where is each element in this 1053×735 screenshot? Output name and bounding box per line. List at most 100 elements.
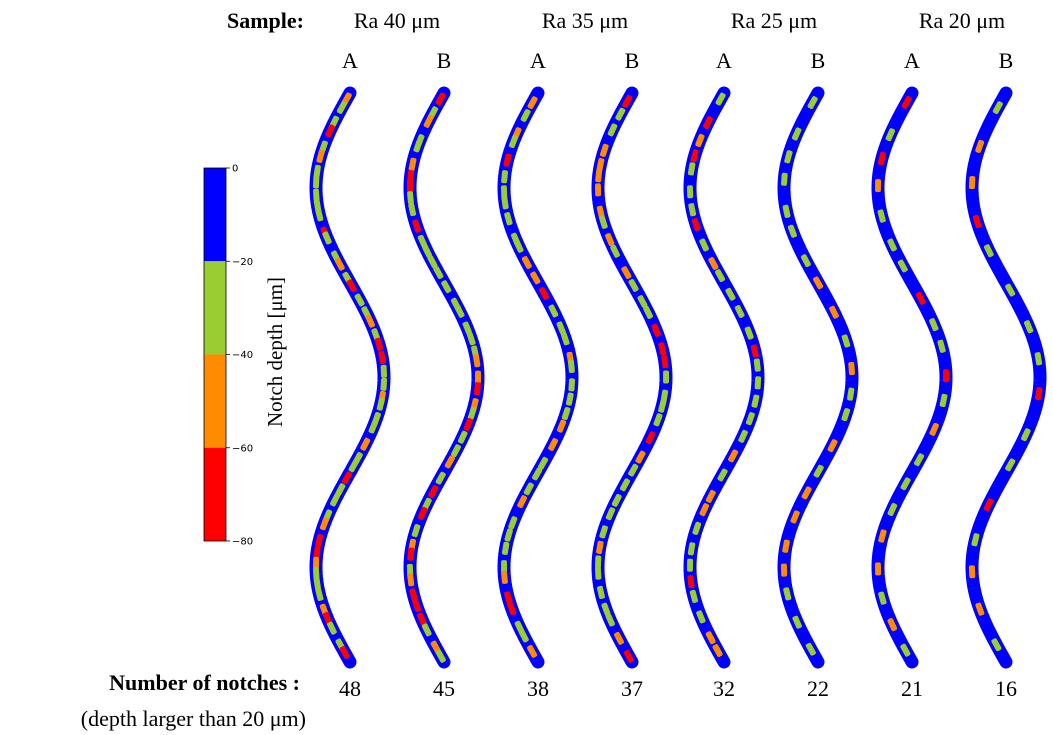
- notch-marker: [1035, 387, 1043, 401]
- notch-marker: [463, 417, 473, 432]
- notch-marker: [790, 510, 800, 524]
- specimen-label-6: A: [904, 48, 920, 73]
- notch-marker: [548, 304, 559, 318]
- notch-marker: [568, 378, 576, 392]
- notch-marker: [427, 255, 438, 269]
- notch-marker: [781, 172, 788, 186]
- colorbar-tick-4: −80: [232, 537, 253, 548]
- notch-marker: [621, 266, 632, 280]
- trace-path: [683, 86, 765, 669]
- specimen-trace-4: [683, 86, 765, 669]
- notch-marker: [688, 203, 697, 217]
- notch-marker: [319, 517, 329, 531]
- notch-count-1: 45: [433, 676, 455, 701]
- notch-marker: [601, 602, 611, 616]
- notch-marker: [717, 468, 728, 482]
- notch-marker: [374, 337, 384, 351]
- notch-marker: [433, 266, 444, 280]
- group-label-2: Ra 25 μm: [731, 8, 817, 33]
- notch-marker: [975, 139, 985, 153]
- notch-marker: [599, 215, 608, 229]
- trace-path: [497, 86, 579, 669]
- notch-marker: [417, 506, 428, 520]
- notch-count-7: 16: [995, 676, 1017, 701]
- notch-marker: [780, 563, 788, 577]
- notch-marker: [725, 287, 736, 301]
- notch-marker: [539, 287, 550, 300]
- notch-marker: [728, 449, 739, 463]
- colorbar-bin-1: [204, 261, 226, 355]
- notch-count-label: Number of notches :: [109, 670, 300, 695]
- notch-marker: [782, 539, 790, 553]
- notch-marker: [334, 257, 345, 271]
- notch-marker: [841, 334, 851, 348]
- specimen-label-7: B: [999, 48, 1014, 73]
- notch-marker: [992, 101, 1003, 115]
- notch-marker: [805, 642, 816, 656]
- colorbar-label: Notch depth [μm]: [263, 277, 287, 427]
- notch-marker: [376, 397, 385, 411]
- notch-marker: [703, 116, 713, 130]
- specimen-label-1: B: [437, 48, 452, 73]
- notch-marker: [605, 613, 615, 627]
- notch-marker: [744, 326, 754, 340]
- notch-marker: [527, 644, 538, 658]
- notch-marker: [501, 196, 509, 210]
- notch-marker: [354, 293, 365, 307]
- notch-marker: [645, 431, 656, 445]
- notch-marker: [435, 649, 446, 663]
- notch-marker: [878, 591, 887, 605]
- notch-marker: [968, 176, 976, 190]
- notch-marker: [462, 321, 472, 335]
- notch-marker: [628, 463, 639, 477]
- notch-marker: [417, 234, 428, 248]
- notch-marker: [885, 128, 896, 142]
- notch-marker: [312, 175, 320, 189]
- notch-marker: [1005, 458, 1016, 472]
- notch-marker: [594, 566, 602, 580]
- notch-marker: [599, 143, 609, 157]
- notch-marker: [937, 339, 946, 353]
- notch-marker: [699, 238, 709, 252]
- notch-marker: [942, 369, 950, 383]
- notch-marker: [556, 321, 566, 335]
- notch-marker: [687, 162, 696, 176]
- trace-path: [591, 86, 673, 669]
- notch-marker: [791, 127, 802, 141]
- notch-marker: [813, 276, 824, 290]
- notch-marker: [339, 646, 350, 659]
- notch-marker: [412, 219, 421, 233]
- notch-marker: [658, 342, 667, 356]
- notch-marker: [501, 570, 508, 584]
- notch-marker: [714, 269, 726, 282]
- specimen-label-2: A: [530, 48, 546, 73]
- notch-marker: [687, 542, 696, 556]
- notch-marker: [686, 185, 694, 199]
- notch-marker: [807, 96, 818, 109]
- notch-marker: [411, 524, 421, 538]
- specimen-traces: [309, 86, 1047, 669]
- notch-marker: [467, 406, 477, 421]
- notch-marker: [827, 439, 838, 453]
- specimen-trace-7: [965, 86, 1047, 669]
- notch-marker: [407, 547, 415, 561]
- notch-marker: [887, 238, 897, 252]
- notch-marker: [473, 354, 481, 368]
- notch-marker: [322, 611, 333, 626]
- notch-marker: [929, 318, 939, 332]
- notch-marker: [407, 191, 414, 205]
- colorbar-bin-0: [204, 168, 226, 262]
- notch-marker: [521, 256, 532, 269]
- notch-marker: [501, 541, 510, 555]
- notch-marker: [548, 438, 559, 451]
- notch-marker: [568, 359, 575, 374]
- specimen-trace-5: [777, 86, 859, 669]
- notch-marker: [971, 533, 980, 547]
- notch-marker: [380, 377, 388, 391]
- notch-marker: [315, 533, 324, 548]
- notch-marker: [501, 170, 509, 184]
- notch-marker: [408, 157, 417, 171]
- notch-marker: [520, 109, 531, 122]
- notch-marker: [565, 392, 574, 406]
